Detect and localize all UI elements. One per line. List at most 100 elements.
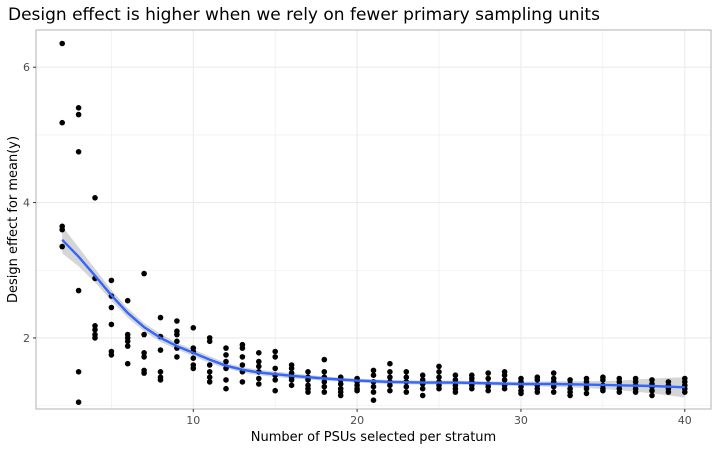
data-point bbox=[141, 331, 147, 338]
data-point bbox=[387, 360, 393, 367]
data-point bbox=[124, 360, 131, 367]
data-point bbox=[59, 226, 65, 233]
data-point bbox=[141, 354, 147, 360]
y-axis-ticks: 2 4 6 bbox=[23, 61, 36, 345]
x-axis-title: Number of PSUs selected per stratum bbox=[251, 430, 496, 445]
data-point bbox=[255, 350, 262, 356]
x-tick-label: 30 bbox=[514, 414, 528, 427]
data-point bbox=[190, 325, 197, 331]
data-point bbox=[370, 397, 377, 404]
smooth-line bbox=[61, 238, 685, 389]
data-point bbox=[370, 383, 377, 390]
data-point bbox=[436, 385, 442, 392]
data-point bbox=[59, 243, 65, 250]
chart-title: Design effect is higher when we rely on … bbox=[8, 5, 600, 25]
data-point bbox=[141, 350, 147, 356]
data-point bbox=[59, 119, 65, 126]
data-point bbox=[206, 379, 213, 385]
data-point bbox=[518, 390, 524, 397]
data-point bbox=[174, 338, 180, 345]
data-point bbox=[141, 370, 147, 376]
data-point bbox=[321, 369, 328, 375]
data-point bbox=[239, 354, 246, 360]
data-point bbox=[190, 365, 197, 372]
data-point bbox=[550, 370, 557, 376]
data-point bbox=[567, 377, 573, 383]
data-point bbox=[206, 338, 213, 345]
data-point bbox=[157, 377, 164, 383]
data-point bbox=[272, 354, 279, 360]
data-point bbox=[272, 348, 279, 355]
data-point bbox=[419, 385, 426, 392]
data-point bbox=[550, 383, 557, 390]
data-point bbox=[485, 375, 492, 382]
y-tick-label: 4 bbox=[23, 197, 30, 210]
data-point bbox=[403, 369, 410, 375]
data-point bbox=[534, 377, 541, 383]
x-tick-label: 20 bbox=[350, 414, 364, 427]
data-point bbox=[485, 370, 492, 376]
data-point bbox=[452, 377, 459, 383]
data-point bbox=[419, 377, 426, 383]
data-point bbox=[370, 372, 377, 379]
data-point bbox=[92, 335, 98, 341]
data-point bbox=[157, 314, 164, 321]
grid-lines bbox=[36, 30, 711, 409]
data-point bbox=[255, 363, 262, 370]
data-point bbox=[518, 383, 524, 390]
data-point bbox=[174, 331, 180, 338]
data-point bbox=[157, 369, 164, 375]
data-point bbox=[75, 369, 82, 375]
data-point bbox=[223, 345, 229, 351]
data-point bbox=[206, 374, 213, 381]
data-point bbox=[305, 369, 311, 375]
data-point bbox=[108, 321, 115, 328]
data-point bbox=[305, 377, 311, 383]
data-point bbox=[337, 392, 344, 399]
data-point bbox=[239, 379, 246, 385]
data-point bbox=[649, 387, 655, 394]
data-point bbox=[305, 389, 311, 395]
data-point bbox=[665, 389, 672, 395]
y-tick-label: 6 bbox=[23, 61, 30, 74]
data-point bbox=[337, 381, 344, 387]
data-point bbox=[436, 369, 442, 375]
data-point bbox=[469, 385, 475, 392]
data-point bbox=[616, 389, 623, 395]
data-point bbox=[534, 389, 541, 395]
data-point bbox=[255, 358, 262, 365]
data-point bbox=[223, 377, 229, 383]
y-axis-title: Design effect for mean(y) bbox=[6, 136, 21, 303]
data-point bbox=[452, 389, 459, 395]
data-point bbox=[419, 372, 426, 379]
data-point bbox=[92, 323, 98, 329]
data-point bbox=[387, 382, 393, 389]
x-tick-label: 40 bbox=[678, 414, 692, 427]
data-point bbox=[321, 389, 328, 395]
data-point bbox=[223, 352, 229, 358]
data-point bbox=[124, 338, 131, 345]
data-point bbox=[436, 374, 442, 381]
data-point bbox=[501, 385, 508, 392]
data-point bbox=[272, 365, 279, 372]
data-point bbox=[141, 270, 147, 277]
data-point bbox=[75, 399, 82, 406]
data-point bbox=[501, 377, 508, 383]
data-point bbox=[223, 385, 229, 392]
data-point bbox=[288, 365, 295, 372]
data-point bbox=[174, 318, 180, 324]
data-point bbox=[452, 372, 459, 379]
data-point bbox=[75, 111, 82, 118]
data-point bbox=[75, 105, 82, 111]
data-point bbox=[108, 352, 115, 358]
data-point bbox=[485, 383, 492, 390]
y-tick-label: 2 bbox=[23, 332, 30, 345]
data-point bbox=[567, 392, 573, 399]
data-point bbox=[206, 362, 213, 368]
data-point bbox=[600, 387, 606, 394]
data-point bbox=[387, 369, 393, 375]
data-point bbox=[632, 389, 639, 395]
data-point bbox=[92, 195, 98, 201]
data-point bbox=[206, 369, 213, 375]
data-point bbox=[387, 387, 393, 394]
